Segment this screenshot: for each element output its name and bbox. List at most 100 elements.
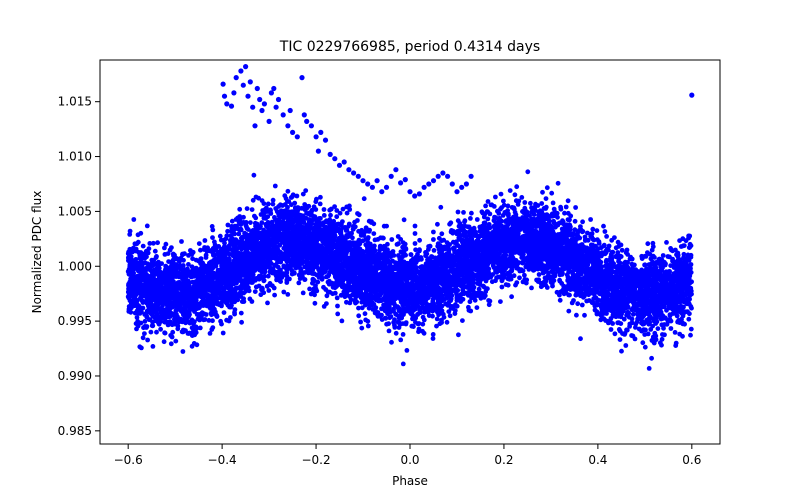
data-points-layer	[125, 169, 694, 371]
data-point	[655, 326, 661, 331]
data-point	[549, 190, 555, 196]
data-point	[163, 263, 169, 269]
data-point	[340, 206, 346, 212]
data-point	[198, 247, 203, 253]
data-point	[412, 231, 418, 236]
data-point	[400, 361, 406, 367]
data-point	[145, 337, 151, 343]
data-point	[486, 302, 492, 308]
data-point	[210, 227, 216, 233]
data-point	[649, 355, 654, 361]
data-point	[490, 263, 496, 269]
data-point	[169, 245, 174, 251]
data-point	[588, 217, 593, 222]
data-point	[439, 320, 444, 325]
data-point	[237, 214, 243, 219]
data-point	[623, 343, 629, 348]
data-point	[565, 198, 571, 204]
data-point	[344, 299, 349, 305]
data-point	[361, 196, 367, 202]
data-point	[140, 335, 146, 341]
data-point	[572, 218, 578, 224]
data-point	[493, 194, 498, 200]
data-point	[196, 241, 202, 247]
data-point	[550, 266, 556, 272]
data-point	[499, 284, 505, 290]
data-point	[566, 308, 572, 314]
data-point	[483, 203, 488, 209]
data-point	[238, 222, 244, 227]
data-point	[461, 210, 466, 215]
data-point	[567, 217, 572, 223]
data-point	[612, 331, 618, 337]
data-point	[668, 326, 674, 331]
data-point	[619, 348, 624, 354]
data-point	[248, 220, 253, 226]
data-point	[392, 325, 398, 330]
data-point	[582, 312, 587, 318]
data-point	[375, 237, 381, 242]
data-point	[321, 213, 327, 218]
data-point	[140, 243, 146, 249]
data-point	[190, 256, 196, 262]
data-point	[474, 217, 480, 222]
data-point	[127, 232, 133, 237]
data-point	[444, 319, 450, 325]
data-point	[339, 318, 345, 324]
data-point	[244, 206, 250, 212]
data-point	[601, 242, 607, 248]
data-point	[565, 210, 571, 216]
data-point	[601, 223, 606, 229]
data-point	[273, 206, 279, 211]
data-point	[133, 321, 139, 326]
data-point	[285, 292, 291, 297]
data-point	[290, 194, 295, 199]
data-point	[335, 303, 340, 309]
data-point	[307, 286, 312, 292]
data-point	[334, 295, 340, 301]
data-point	[272, 183, 278, 189]
data-point	[574, 312, 579, 318]
data-point	[469, 210, 474, 216]
data-point	[514, 184, 520, 190]
plot-area	[125, 64, 695, 371]
data-point	[594, 228, 600, 234]
data-point	[412, 223, 418, 229]
data-point	[642, 344, 648, 350]
data-point	[609, 237, 615, 243]
data-point	[536, 272, 542, 277]
data-point	[447, 313, 453, 319]
data-point	[272, 292, 277, 298]
data-point	[344, 210, 350, 216]
data-point	[393, 330, 399, 336]
data-point	[617, 337, 623, 342]
data-point	[154, 254, 159, 259]
data-point	[266, 288, 272, 293]
data-point	[317, 201, 323, 207]
data-point	[251, 172, 257, 178]
data-point	[573, 205, 578, 210]
data-point	[389, 339, 394, 345]
data-point	[303, 188, 309, 194]
data-point	[258, 292, 264, 298]
data-point	[557, 292, 562, 298]
data-point	[580, 229, 586, 234]
data-point	[321, 207, 327, 212]
data-point	[237, 206, 243, 212]
data-point	[539, 201, 545, 206]
data-point	[312, 300, 318, 306]
data-point	[434, 316, 440, 322]
data-point	[558, 204, 563, 210]
data-point	[334, 214, 340, 220]
data-point	[514, 280, 520, 285]
data-point	[569, 300, 575, 306]
data-point	[335, 311, 341, 317]
data-point	[435, 221, 440, 227]
data-point	[355, 218, 360, 223]
data-point	[429, 254, 434, 259]
data-point	[528, 200, 533, 206]
data-point	[645, 241, 651, 247]
data-point	[431, 248, 437, 253]
data-point	[522, 272, 527, 278]
